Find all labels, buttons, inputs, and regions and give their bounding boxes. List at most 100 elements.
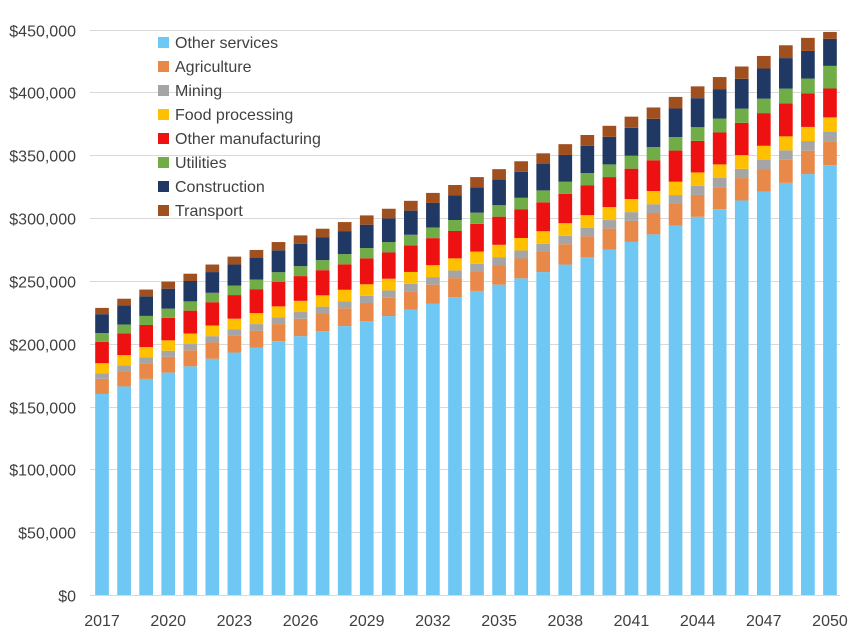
bar-segment-utilities <box>690 127 705 141</box>
bar-segment-transport <box>161 281 176 289</box>
legend-label: Agriculture <box>175 59 252 76</box>
bar-segment-food-processing <box>734 155 749 169</box>
bar-segment-construction <box>580 145 595 174</box>
bar-segment-utilities <box>205 292 220 303</box>
bar-segment-other-services <box>426 303 440 595</box>
legend-item: Other services <box>158 35 278 52</box>
bar-segment-utilities <box>580 173 595 186</box>
bar-segment-utilities <box>183 301 198 311</box>
bar-segment-construction <box>271 250 286 273</box>
bar-segment-other-manufacturing <box>514 209 528 239</box>
bar-segment-construction <box>668 108 683 138</box>
bar-segment-utilities <box>117 324 131 334</box>
bar-segment-transport <box>183 273 198 281</box>
bar-segment-food-processing <box>470 251 484 264</box>
legend-swatch <box>158 61 169 72</box>
bar-stack-2028 <box>337 222 352 595</box>
bar-segment-utilities <box>315 260 330 271</box>
bar-segment-food-processing <box>359 284 374 296</box>
bar-segment-construction <box>315 237 330 261</box>
bar-stack-2030 <box>381 208 396 595</box>
bar-stack-2031 <box>404 200 418 595</box>
bar-segment-food-processing <box>381 278 396 291</box>
bar-segment-transport <box>249 249 264 258</box>
bar-segment-mining <box>359 295 374 303</box>
bar-segment-mining <box>404 283 418 292</box>
bar-segment-agriculture <box>801 150 815 175</box>
bar-segment-utilities <box>492 205 506 217</box>
bar-segment-construction <box>558 154 573 182</box>
bar-stack-2018 <box>117 298 131 595</box>
bar-segment-transport <box>337 222 352 232</box>
legend-label: Other manufacturing <box>175 131 321 148</box>
bar-segment-other-services <box>205 358 220 595</box>
bar-segment-construction <box>712 89 727 119</box>
bar-segment-mining <box>801 141 815 151</box>
bar-segment-agriculture <box>470 271 484 291</box>
bar-segment-food-processing <box>580 215 595 228</box>
bar-segment-transport <box>756 55 771 69</box>
bar-segment-transport <box>139 289 153 297</box>
bar-segment-mining <box>139 357 153 364</box>
bar-segment-construction <box>205 272 220 293</box>
bar-segment-other-manufacturing <box>823 88 837 118</box>
bar-segment-transport <box>624 116 639 128</box>
bar-segment-construction <box>183 281 198 302</box>
bar-segment-food-processing <box>492 244 506 258</box>
bar-segment-other-manufacturing <box>470 223 484 252</box>
x-tick-label: 2038 <box>547 613 583 630</box>
bar-segment-agriculture <box>404 291 418 310</box>
bar-segment-other-services <box>381 316 396 595</box>
bar-segment-food-processing <box>602 207 617 221</box>
bar-stack-2032 <box>426 192 440 595</box>
bar-segment-construction <box>536 164 551 191</box>
bar-segment-transport <box>558 144 573 155</box>
bar-segment-food-processing <box>756 145 771 160</box>
bar-stack-2022 <box>205 264 220 595</box>
bar-segment-construction <box>801 50 815 79</box>
bar-segment-construction <box>337 231 352 255</box>
bar-segment-mining <box>624 212 639 221</box>
bar-segment-agriculture <box>823 141 837 166</box>
bar-segment-food-processing <box>712 164 727 178</box>
bar-segment-transport <box>271 242 286 251</box>
bar-segment-food-processing <box>249 313 264 325</box>
bar-segment-utilities <box>779 88 793 104</box>
bar-segment-transport <box>514 161 528 172</box>
bar-segment-mining <box>249 324 264 331</box>
legend-item: Construction <box>158 179 265 196</box>
bar-segment-construction <box>359 224 374 249</box>
bar-segment-food-processing <box>293 300 308 313</box>
bar-segment-construction <box>139 296 153 316</box>
bar-segment-mining <box>646 204 661 214</box>
legend-item: Food processing <box>158 107 293 124</box>
bar-stack-2019 <box>139 289 153 595</box>
bar-segment-agriculture <box>492 265 506 285</box>
bar-segment-other-services <box>514 278 528 595</box>
x-tick-label: 2035 <box>481 613 517 630</box>
bar-segment-food-processing <box>404 271 418 284</box>
bar-segment-utilities <box>249 279 264 290</box>
bar-segment-agriculture <box>624 220 639 242</box>
bar-segment-mining <box>426 277 440 285</box>
y-tick-label: $400,000 <box>9 86 76 103</box>
bar-segment-other-services <box>271 341 286 595</box>
bar-segment-agriculture <box>381 297 396 317</box>
bar-segment-mining <box>183 344 198 351</box>
bar-segment-transport <box>668 96 683 109</box>
bar-segment-transport <box>823 31 837 39</box>
bar-segment-utilities <box>734 108 749 123</box>
bar-stack-2017 <box>95 307 109 595</box>
bar-segment-food-processing <box>536 231 551 244</box>
bar-segment-agriculture <box>734 178 749 201</box>
bar-stack-2034 <box>470 177 484 595</box>
bar-segment-transport <box>227 256 242 265</box>
bar-segment-other-manufacturing <box>734 122 749 156</box>
bar-segment-food-processing <box>823 117 837 132</box>
bar-segment-utilities <box>823 65 837 89</box>
bar-segment-utilities <box>558 181 573 194</box>
bar-segment-food-processing <box>646 191 661 205</box>
bar-segment-mining <box>668 195 683 204</box>
bar-segment-food-processing <box>95 363 109 374</box>
bar-segment-food-processing <box>315 295 330 307</box>
